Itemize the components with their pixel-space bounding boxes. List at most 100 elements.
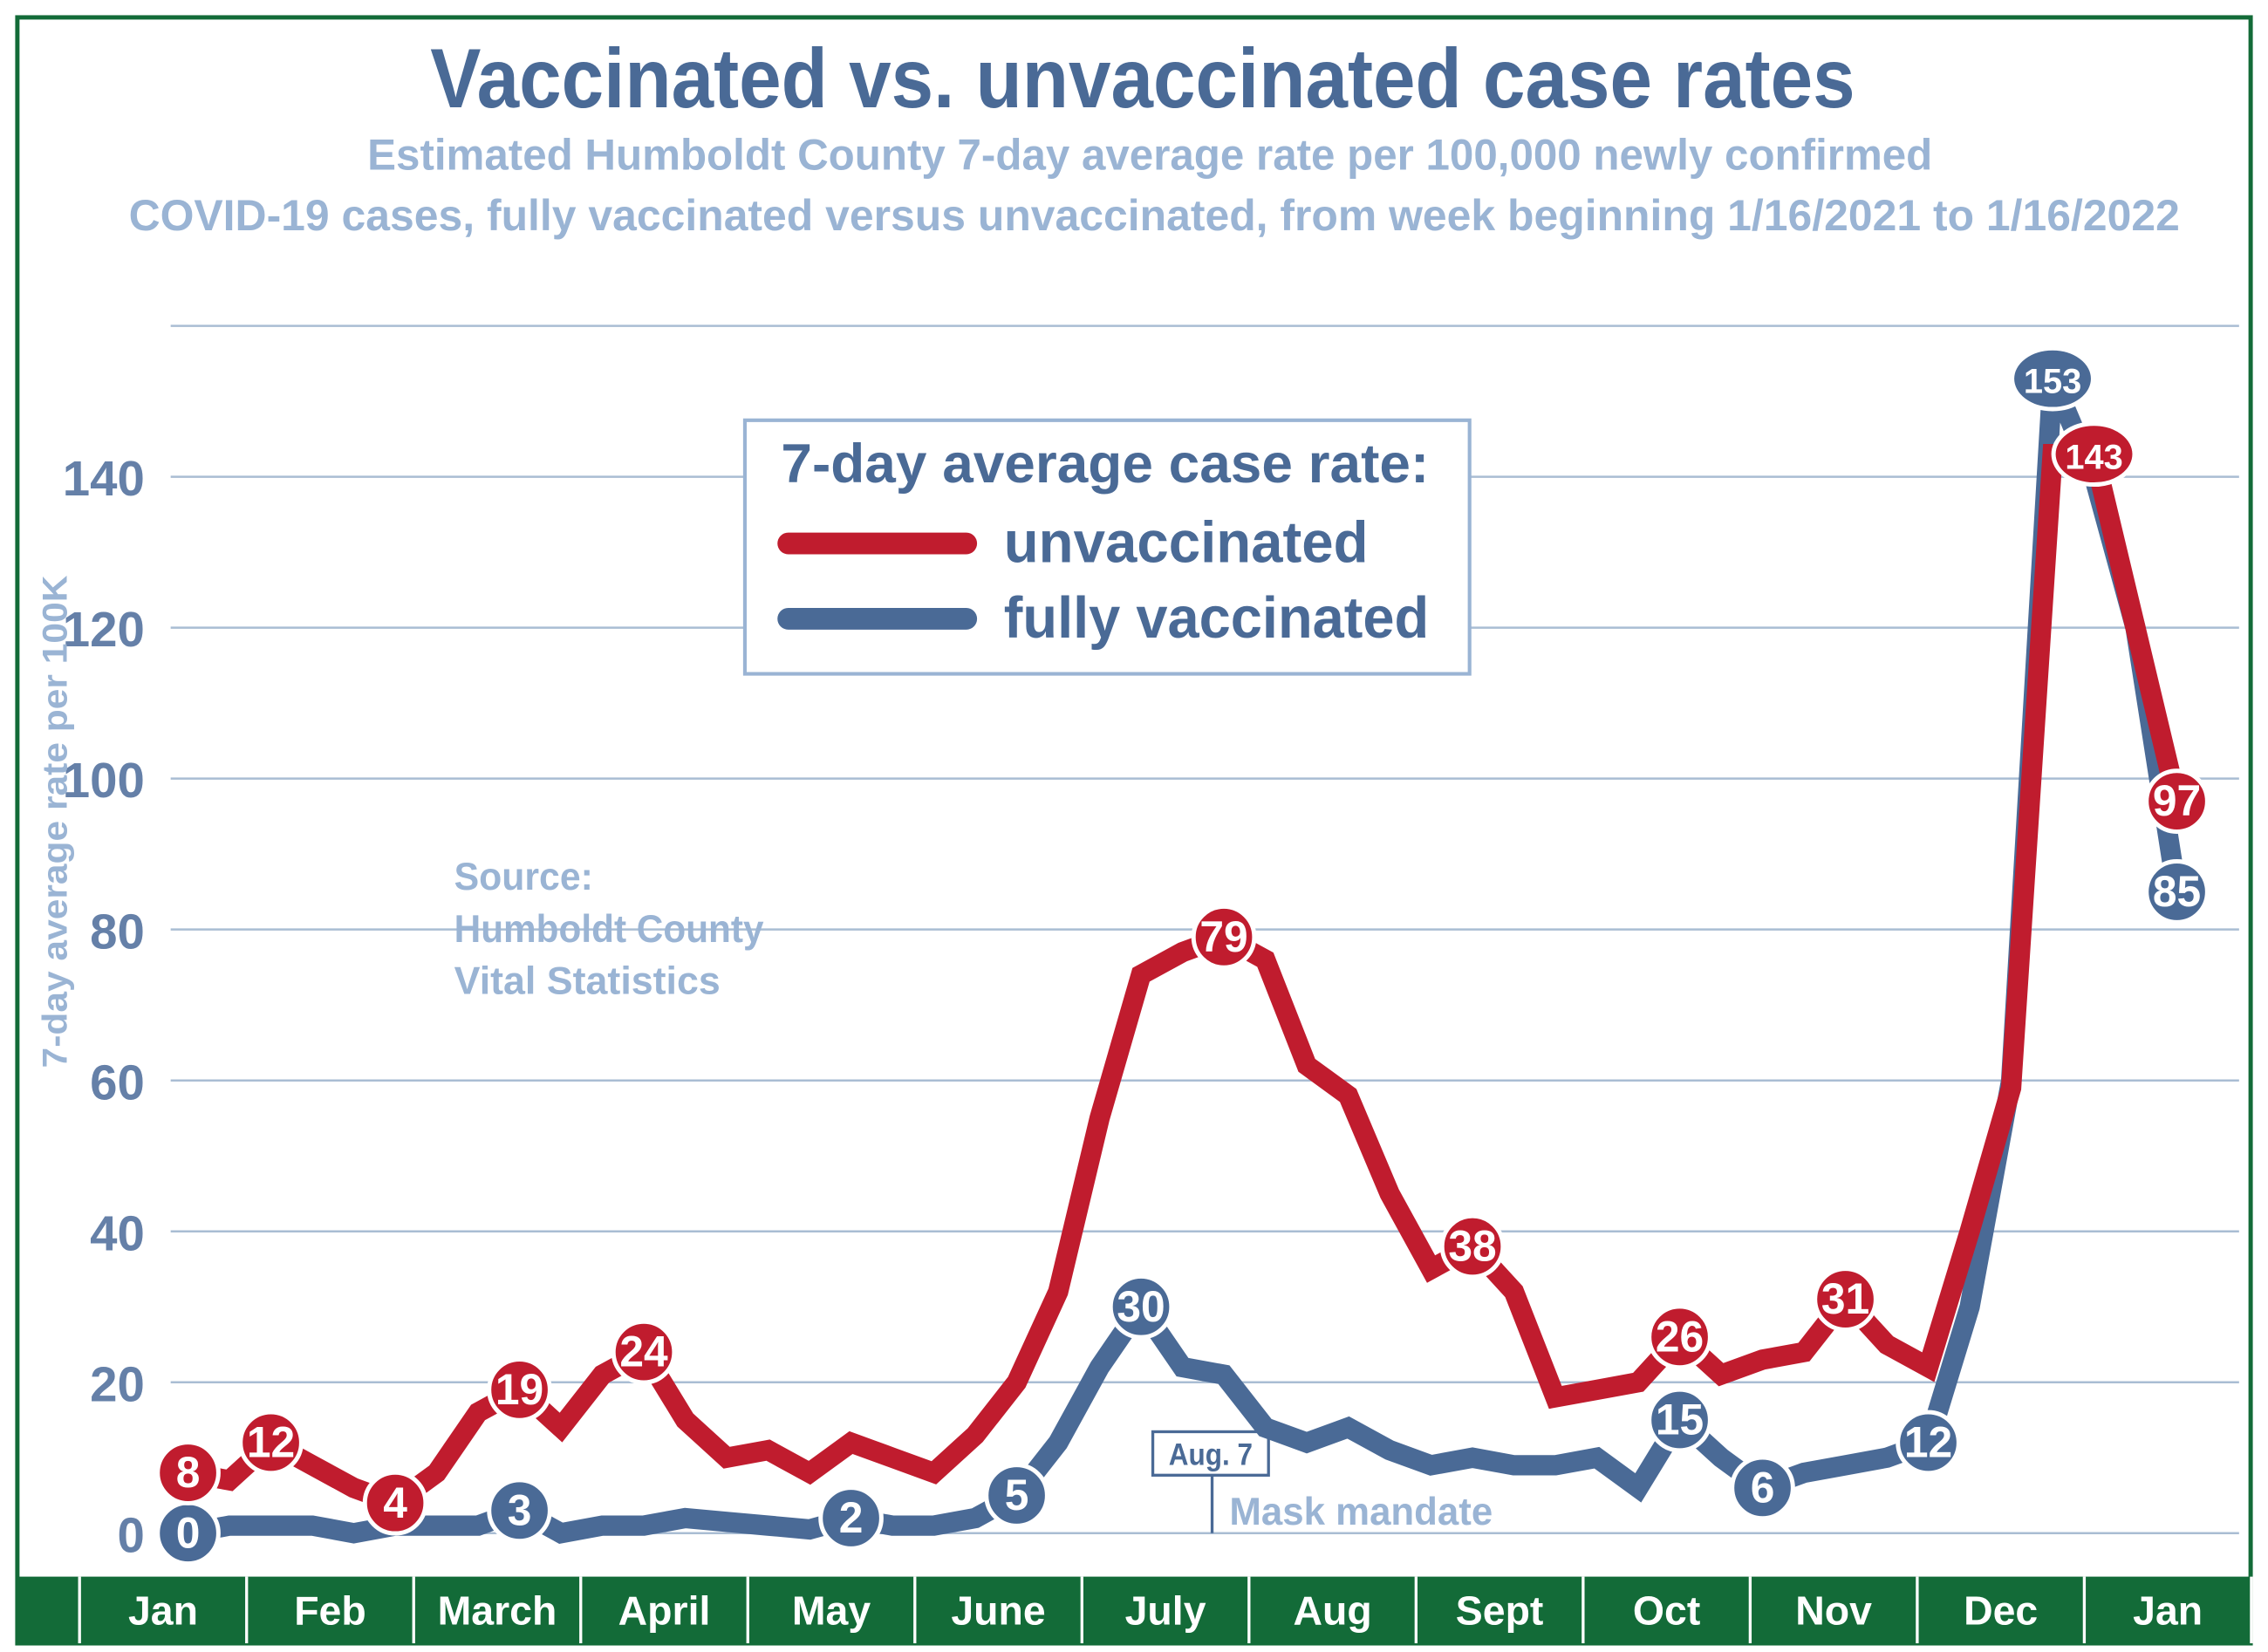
month-label: Jan [2133,1587,2203,1633]
data-label: 30 [1108,1273,1174,1340]
data-label-value: 5 [1005,1471,1029,1519]
month-label: Aug [1293,1587,1371,1633]
data-point-marker [2144,768,2210,834]
event-date: Aug. 7 [1169,1438,1253,1472]
data-label: 26 [1647,1304,1712,1370]
data-label-value: 0 [176,1508,201,1557]
data-label: 15 [1647,1387,1712,1453]
data-label-value: 31 [1821,1274,1869,1323]
legend: 7-day average case rate: unvaccinated fu… [742,418,1472,676]
data-label: 153 [2010,345,2095,412]
month-axis: Jan Feb March April May June July Aug Sept Oct Nov… [17,1576,2253,1644]
data-label: 85 [2144,859,2210,925]
frame-border [15,15,2253,1646]
source-note: Source: Humboldt County Vital Statistics [454,855,764,1003]
data-point-marker [487,1357,552,1423]
month-label: Dec [1964,1587,2038,1633]
data-point-marker [1813,1266,1878,1332]
data-labels: 0 3 2 5 30 15 6 12 153 85 8 12 4 19 24 79 38 26 31 143 97 [155,345,2210,1567]
data-point-marker [1647,1304,1712,1370]
y-axis-label: 7-day average rate per 100K [36,575,74,1068]
data-label: 31 [1813,1266,1878,1332]
data-label: 97 [2144,768,2210,834]
month-label: March [438,1587,557,1633]
data-label-value: 97 [2153,776,2201,825]
data-point-marker [487,1478,552,1544]
data-label: 79 [1191,904,1257,970]
month-label: Nov [1795,1587,1872,1633]
month-bar [17,1576,2251,1644]
legend-label-fully-vaccinated: fully vaccinated [1004,586,1430,651]
month-label: Feb [294,1587,366,1633]
y-tick-label: 60 [90,1055,145,1109]
data-label: 24 [611,1319,677,1385]
y-tick-label: 80 [90,904,145,959]
data-point-marker [2010,345,2095,412]
mask-mandate-annotation: Aug. 7 Mask mandate [1151,1430,1493,1533]
data-label-value: 8 [176,1448,201,1497]
data-label: 6 [1730,1455,1795,1521]
data-label-value: 15 [1656,1396,1704,1444]
month-label: April [618,1587,711,1633]
month-label: Oct [1633,1587,1700,1633]
data-label-value: 2 [839,1493,864,1542]
data-label-value: 79 [1199,912,1247,961]
data-label: 19 [487,1357,552,1423]
data-label: 3 [487,1478,552,1544]
data-point-marker [1108,1273,1174,1340]
event-date-box [1151,1430,1270,1477]
data-label-value: 153 [2024,363,2081,401]
data-point-marker [1439,1213,1506,1280]
month-label: June [951,1587,1045,1633]
data-point-marker [155,1440,221,1505]
data-label: 143 [2051,421,2137,488]
y-tick-label: 140 [63,451,145,506]
chart-title: Vaccinated vs. unvaccinated case rates [430,32,1855,126]
data-label-value: 85 [2153,867,2201,916]
data-label: 12 [238,1410,304,1476]
event-label: Mask mandate [1229,1490,1493,1533]
data-label-value: 19 [495,1365,543,1414]
data-label-value: 4 [383,1478,407,1527]
data-point-marker [611,1319,677,1385]
y-tick-labels: 0 20 40 60 80 100 120 140 [63,451,145,1562]
data-label: 12 [1896,1410,1961,1476]
data-point-marker [818,1485,884,1551]
data-label: 4 [362,1470,428,1536]
data-point-marker [984,1463,1049,1528]
data-label: 2 [818,1485,884,1551]
y-tick-label: 120 [63,602,145,657]
data-point-marker [1730,1455,1795,1521]
data-label: 8 [155,1440,221,1505]
data-label-value: 3 [508,1485,532,1534]
data-point-marker [1896,1410,1961,1476]
legend-title: 7-day average case rate: [781,433,1429,495]
data-label-value: 30 [1117,1282,1165,1331]
data-label-value: 12 [1904,1418,1952,1467]
legend-label-unvaccinated: unvaccinated [1004,511,1369,576]
source-line1: Humboldt County [454,907,764,951]
chart-subtitle-line2: COVID-19 cases, fully vaccinated versus … [129,191,2180,240]
month-label: Sept [1456,1587,1544,1633]
y-tick-label: 100 [63,753,145,808]
data-point-marker [362,1470,428,1536]
y-tick-label: 40 [90,1205,145,1260]
data-point-marker [2144,859,2210,925]
data-point-marker [1647,1387,1712,1453]
y-tick-label: 0 [117,1507,144,1562]
data-label-value: 12 [247,1418,295,1467]
data-point-marker [1191,904,1257,970]
data-label-value: 38 [1448,1222,1496,1271]
chart-subtitle-line1: Estimated Humboldt County 7-day average … [367,130,1932,179]
source-line2: Vital Statistics [454,959,721,1003]
data-label-value: 26 [1656,1312,1704,1361]
data-point-marker [238,1410,304,1476]
data-label: 38 [1439,1213,1506,1280]
month-label: July [1125,1587,1206,1633]
data-point-marker [2051,421,2137,488]
month-label: May [792,1587,871,1633]
source-label: Source: [454,855,593,898]
y-tick-label: 20 [90,1356,145,1411]
data-label-value: 143 [2065,438,2122,476]
